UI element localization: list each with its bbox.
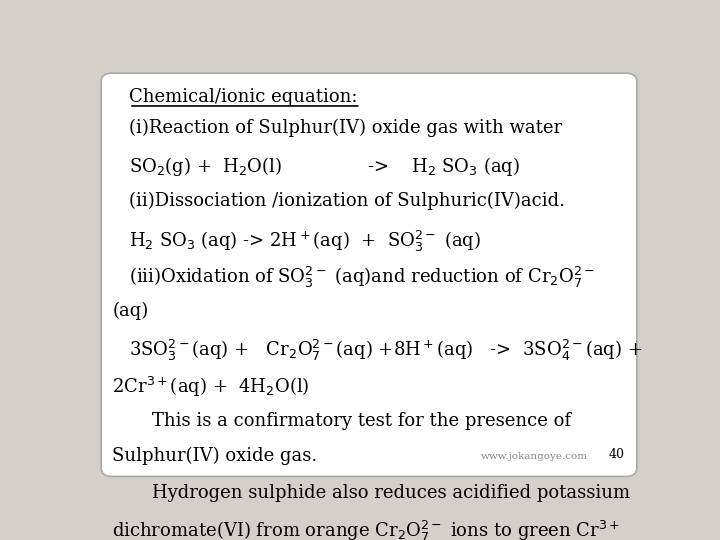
FancyBboxPatch shape [101, 73, 637, 476]
Text: SO$_2$(g) +  H$_2$O(l)               ->    H$_2$ SO$_3$ (aq): SO$_2$(g) + H$_2$O(l) -> H$_2$ SO$_3$ (a… [129, 156, 520, 178]
Text: Chemical/ionic equation:: Chemical/ionic equation: [129, 87, 358, 106]
Text: 3SO$_3^{2-}$(aq) +   Cr$_2$O$_7^{2-}$(aq) +8H$^+$(aq)   ->  3SO$_4^{2-}$(aq) +: 3SO$_3^{2-}$(aq) + Cr$_2$O$_7^{2-}$(aq) … [129, 339, 642, 363]
Text: (ii)Dissociation /ionization of Sulphuric(IV)acid.: (ii)Dissociation /ionization of Sulphuri… [129, 192, 565, 210]
Text: (iii)Oxidation of SO$_3^{2-}$ (aq)and reduction of Cr$_2$O$_7^{2-}$: (iii)Oxidation of SO$_3^{2-}$ (aq)and re… [129, 265, 595, 291]
Text: 40: 40 [609, 448, 625, 461]
Text: (i)Reaction of Sulphur(IV) oxide gas with water: (i)Reaction of Sulphur(IV) oxide gas wit… [129, 119, 562, 137]
Text: 2Cr$^{3+}$(aq) +  4H$_2$O(l): 2Cr$^{3+}$(aq) + 4H$_2$O(l) [112, 375, 310, 399]
Text: www.jokangoye.com: www.jokangoye.com [481, 451, 588, 461]
Text: Hydrogen sulphide also reduces acidified potassium: Hydrogen sulphide also reduces acidified… [129, 483, 630, 502]
Text: H$_2$ SO$_3$ (aq) -> 2H$^+$(aq)  +  SO$_3^{2-}$ (aq): H$_2$ SO$_3$ (aq) -> 2H$^+$(aq) + SO$_3^… [129, 228, 481, 254]
Text: Sulphur(IV) oxide gas.: Sulphur(IV) oxide gas. [112, 447, 318, 465]
Text: dichromate(VI) from orange Cr$_2$O$_7^{2-}$ ions to green Cr$^{3+}$: dichromate(VI) from orange Cr$_2$O$_7^{2… [112, 519, 621, 540]
Text: This is a confirmatory test for the presence of: This is a confirmatory test for the pres… [129, 411, 571, 430]
Text: (aq): (aq) [112, 302, 148, 320]
